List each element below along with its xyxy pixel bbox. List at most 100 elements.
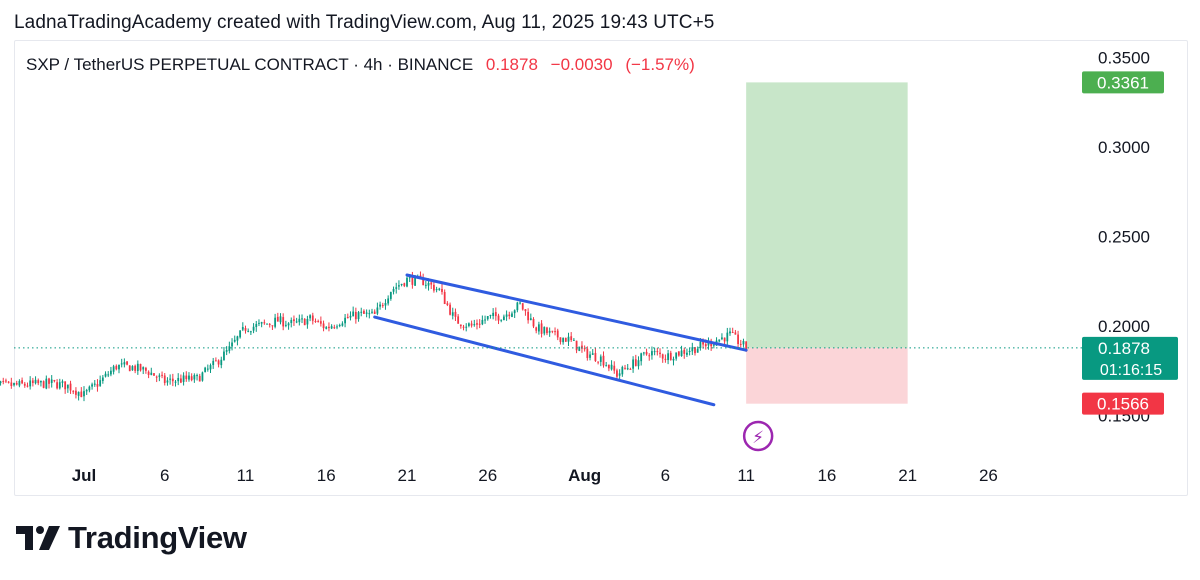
candle-body (449, 304, 451, 315)
x-tick-label: 21 (898, 466, 917, 485)
candle-body (214, 360, 217, 362)
candle-body (537, 324, 540, 332)
candle-body (99, 380, 102, 386)
candle-body (675, 352, 678, 359)
candle-body (228, 346, 231, 351)
candle-body (354, 311, 357, 320)
candle-body (395, 287, 398, 289)
candle-body (66, 384, 69, 389)
candle-body (58, 382, 61, 389)
candle-body (91, 384, 93, 387)
symbol-legend: SXP / TetherUS PERPETUAL CONTRACT · 4h ·… (26, 55, 695, 75)
candle-body (739, 343, 742, 345)
candle-body (556, 330, 559, 338)
candle-body (699, 341, 702, 349)
candle-body (583, 348, 586, 350)
candle-body (147, 371, 150, 375)
candle-body (75, 390, 77, 395)
candle-body (653, 351, 656, 353)
candle-body (247, 330, 250, 332)
candle-body (80, 391, 83, 398)
last-price-value: 0.1878 (485, 55, 538, 74)
y-tick-label: 0.2500 (1098, 228, 1150, 247)
channel-lower-line (373, 315, 716, 407)
candle-body (34, 379, 37, 384)
candle-body (634, 359, 637, 366)
candle-body (217, 360, 220, 365)
candle-body (618, 373, 621, 376)
candle-body (686, 352, 688, 355)
candle-body (554, 331, 556, 333)
candle-body (185, 375, 188, 380)
candle-body (287, 323, 290, 326)
candle-body (201, 372, 204, 381)
candle-body (497, 315, 500, 321)
candle-body (481, 319, 484, 325)
candle-body (669, 352, 672, 360)
candle-body (155, 376, 158, 378)
candle-body (293, 319, 295, 322)
candle-body (268, 324, 271, 326)
candle-body (718, 339, 721, 342)
candle-body (454, 311, 457, 317)
candle-body (465, 326, 468, 328)
candle-body (18, 381, 21, 386)
candle-body (484, 319, 486, 321)
candle-body (126, 361, 128, 365)
candle-body (433, 284, 435, 291)
candle-body (599, 356, 602, 362)
candle-body (597, 361, 600, 363)
candle-body (220, 359, 223, 366)
candle-body (112, 366, 115, 372)
candle-body (578, 346, 581, 351)
event-marker-glyph: ⚡ (752, 428, 764, 448)
candle-body (56, 382, 58, 389)
candle-body (150, 372, 153, 375)
tradingview-logo[interactable]: TradingView (16, 520, 247, 556)
candle-body (110, 370, 112, 375)
candle-body (341, 323, 344, 326)
candle-body (645, 351, 648, 355)
candle-body (691, 347, 694, 352)
candle-body (177, 377, 180, 382)
candle-body (279, 316, 282, 323)
candle-body (677, 351, 680, 356)
candle-body (562, 338, 565, 343)
candle-body (10, 382, 13, 386)
candle-body (225, 350, 228, 352)
candle-body (551, 330, 554, 332)
candle-body (524, 309, 527, 312)
candle-body (508, 314, 511, 317)
x-tick-label: 16 (317, 466, 336, 485)
candle-body (120, 363, 123, 365)
candle-body (581, 345, 583, 349)
candle-body (333, 327, 336, 329)
tradingview-logo-icon (16, 526, 60, 550)
candle-body (344, 317, 346, 324)
candle-body (602, 355, 605, 366)
candle-body (489, 314, 492, 316)
candle-body (443, 291, 446, 304)
candle-body (734, 332, 737, 335)
candle-body (473, 324, 476, 326)
candle-body (621, 367, 624, 375)
candle-body (317, 321, 320, 323)
candle-body (373, 311, 376, 314)
x-tick-label: 6 (661, 466, 670, 485)
price-change-percent: (−1.57%) (625, 55, 695, 74)
candle-body (271, 325, 274, 327)
candle-body (7, 381, 10, 383)
candle-body (694, 347, 696, 354)
candle-body (389, 291, 392, 299)
candle-body (427, 282, 430, 286)
y-tick-label: 0.3000 (1098, 138, 1150, 157)
candle-body (352, 311, 355, 317)
candle-body (540, 323, 543, 334)
candle-body (605, 365, 608, 367)
candle-body (72, 391, 75, 393)
candle-body (642, 352, 645, 354)
candle-body (45, 378, 48, 389)
target-price-label: 0.3361 (1097, 73, 1149, 92)
candle-body (190, 376, 193, 381)
